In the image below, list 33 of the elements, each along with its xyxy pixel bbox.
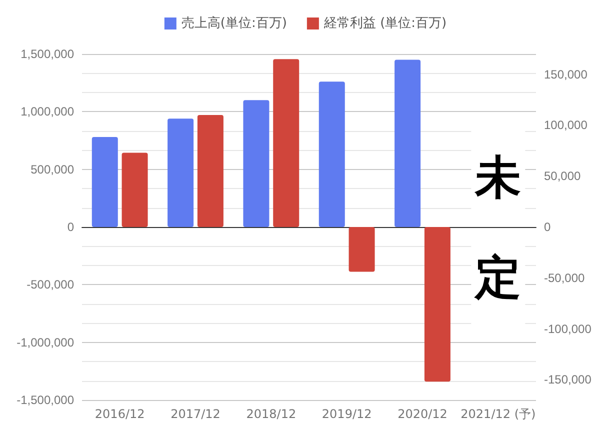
y2-tick-label: 100,000	[544, 118, 588, 132]
x-tick-label: 2021/12 (予)	[460, 407, 536, 421]
bar	[168, 118, 194, 227]
y-tick-label: -1,500,000	[16, 393, 74, 407]
y-tick-label: 0	[67, 220, 74, 234]
annotation: 未定	[474, 150, 522, 304]
y2-tick-label: 0	[544, 220, 551, 234]
y-tick-label: -1,000,000	[16, 335, 74, 350]
y-tick-label: -500,000	[26, 278, 74, 292]
bar	[243, 100, 270, 227]
y2-tick-label: 50,000	[544, 169, 582, 184]
bar	[424, 227, 450, 382]
y2-tick-label: 150,000	[544, 67, 588, 82]
y-tick-label: 500,000	[30, 162, 74, 176]
x-tick-label: 2017/12	[170, 407, 220, 421]
bar	[318, 82, 345, 227]
bar	[197, 115, 224, 227]
x-tick-label: 2018/12	[246, 407, 296, 421]
x-tick-label: 2020/12	[398, 407, 448, 421]
y-tick-label: 1,000,000	[20, 104, 74, 119]
y2-tick-label: -150,000	[544, 372, 592, 387]
bar	[122, 152, 148, 227]
legend-label: 売上高(単位:百万)	[181, 15, 287, 31]
x-tick-label: 2019/12	[322, 407, 372, 421]
y-tick-label: 1,500,000	[20, 47, 74, 61]
bar	[348, 227, 375, 272]
x-tick-label: 2016/12	[94, 407, 145, 421]
bar	[92, 137, 118, 227]
y2-tick-label: -50,000	[544, 270, 586, 285]
bar	[273, 59, 300, 227]
bar	[394, 60, 421, 227]
legend-label: 経常利益 (単位:百万)	[322, 16, 447, 31]
y2-tick-label: -100,000	[544, 322, 592, 336]
